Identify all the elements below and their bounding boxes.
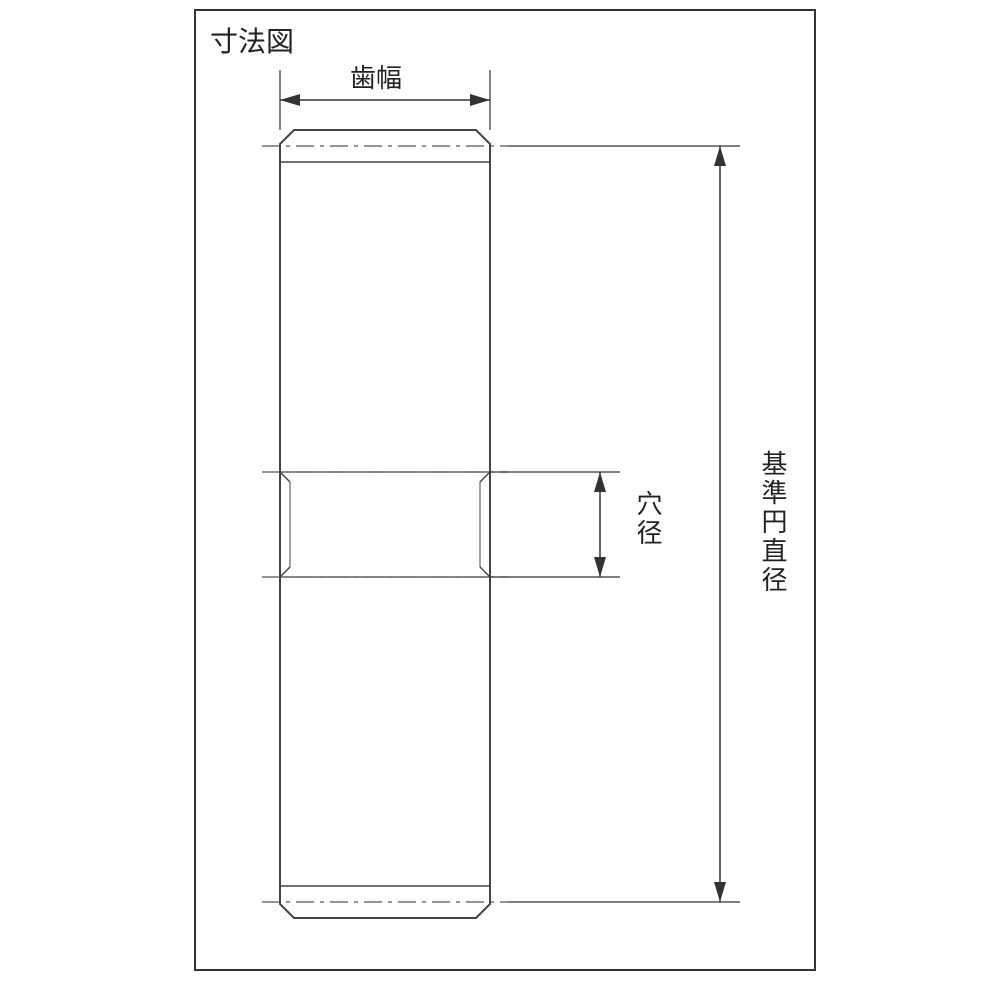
dim-width-label: 歯幅 bbox=[350, 58, 402, 95]
dim-pitch-label: 基準円直径 bbox=[755, 450, 792, 595]
diagram-title: 寸法図 bbox=[210, 20, 294, 60]
dim-hole-label: 穴径 bbox=[630, 490, 667, 548]
